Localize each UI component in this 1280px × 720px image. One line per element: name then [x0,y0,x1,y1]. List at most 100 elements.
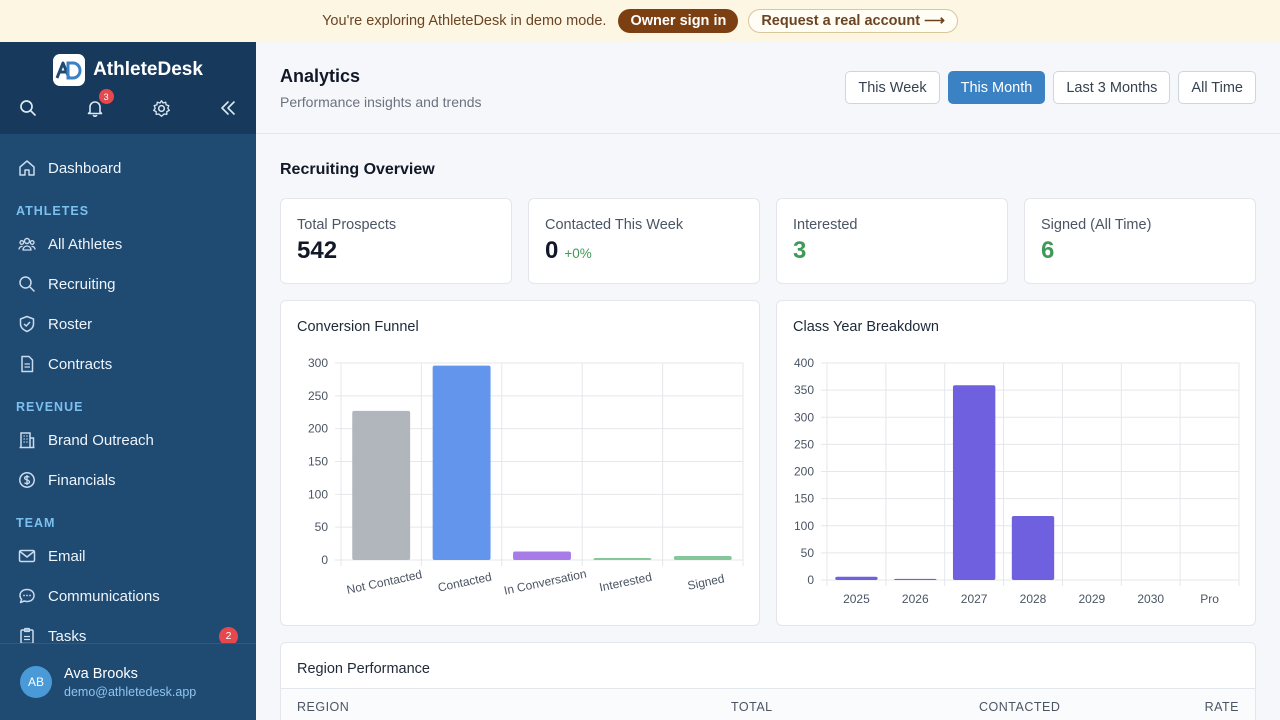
sidebar-section-athletes: ATHLETES [16,204,90,218]
user-name: Ava Brooks [64,665,138,682]
chart-title: Class Year Breakdown [793,319,939,335]
stat-value: 3 [793,237,807,264]
class-year-chart: 0 50 100 150 200 250 300 350 400 2025 2026 2027 2028… [794,356,1240,606]
sidebar-item-label: Roster [48,315,93,333]
page-subtitle: Performance insights and trends [280,94,482,110]
page-title: Analytics [280,66,361,86]
sidebar-section-revenue: REVENUE [16,400,84,414]
sidebar-item-financials[interactable]: Financials [0,460,256,500]
sidebar-item-label: Dashboard [48,159,122,177]
notification-badge: 3 [98,89,114,104]
range-all-time-button[interactable]: All Time [1178,71,1256,104]
bell-icon[interactable]: 3 [85,89,114,118]
sidebar-tools: 3 [0,89,256,126]
sidebar-item-communications[interactable]: Communications [0,576,256,616]
bar[interactable] [673,556,732,560]
bar[interactable] [1011,515,1055,580]
sidebar-item-label: All Athletes [48,235,123,253]
request-account-button[interactable]: Request a real account ⟶ [748,9,958,33]
region-table-header: REGION TOTAL CONTACTED RATE [281,688,1255,720]
x-tick-label: 2027 [961,592,988,606]
range-this-week-button[interactable]: This Week [845,71,940,104]
sidebar-item-all-athletes[interactable]: All Athletes [0,224,256,264]
x-tick-label: 2030 [1137,592,1164,606]
x-tick-label: Contacted [437,570,493,595]
stat-cards: Total Prospects 542 Contacted This Week … [280,198,1256,284]
stat-value: 6 [1041,237,1055,264]
region-performance-card: Region Performance REGION TOTAL CONTACTE… [280,642,1256,720]
range-this-month-button[interactable]: This Month [947,71,1046,104]
y-tick-label: 400 [794,356,814,370]
search-icon[interactable] [18,98,38,118]
sidebar-item-email[interactable]: Email [0,536,256,576]
document-icon [21,355,34,373]
stat-value: 0 [545,237,559,264]
stat-value: 542 [297,237,338,264]
stat-label: Signed (All Time) [1041,217,1152,233]
building-icon [19,432,35,449]
bar[interactable] [352,410,411,560]
shield-icon [19,315,35,333]
range-last-3-months-button[interactable]: Last 3 Months [1053,71,1171,104]
stat-card-contacted-this-week: Contacted This Week 0 +0% [528,198,760,284]
sidebar-item-label: Tasks [48,627,87,645]
column-header-contacted[interactable]: CONTACTED [979,700,1061,714]
conversion-funnel-chart: 0 50 100 150 200 250 300 Not Contacted Contacted… [308,356,744,598]
chart-grid [821,362,1240,586]
y-tick-label: 200 [308,422,328,436]
owner-sign-in-button[interactable]: Owner sign in [618,9,739,33]
y-tick-label: 150 [308,455,328,469]
dollar-icon [19,472,35,488]
user-profile[interactable]: AB Ava Brooks demo@athletedesk.app [0,643,256,720]
page-header: Analytics Performance insights and trend… [256,42,1280,134]
brand-name: AthleteDesk [93,59,203,80]
stat-delta: +0% [564,246,592,261]
column-header-rate[interactable]: RATE [1204,700,1239,714]
x-tick-label: 2025 [843,592,870,606]
region-performance-title: Region Performance [297,661,430,677]
sidebar: AthleteDesk 3 Dashboard ATHLETES [0,42,256,720]
y-tick-label: 250 [308,389,328,403]
sidebar-item-dashboard[interactable]: Dashboard [0,148,256,188]
search-icon [19,276,35,292]
avatar: AB [20,666,52,698]
sidebar-item-label: Communications [48,587,160,605]
collapse-sidebar-icon[interactable] [218,98,238,118]
stat-label: Total Prospects [297,217,397,233]
stat-card-signed: Signed (All Time) 6 [1024,198,1256,284]
stat-label: Contacted This Week [545,217,684,233]
x-tick-label: In Conversation [503,567,588,598]
bar[interactable] [432,365,491,560]
sidebar-item-brand-outreach[interactable]: Brand Outreach [0,420,256,460]
bar[interactable] [894,578,937,580]
y-tick-label: 100 [794,519,814,533]
y-tick-label: 100 [308,487,328,501]
sidebar-item-label: Email [48,547,86,565]
x-tick-label: 2026 [902,592,929,606]
bar[interactable] [835,576,878,580]
gear-icon[interactable] [151,98,171,118]
y-tick-label: 350 [794,383,814,397]
column-header-total[interactable]: TOTAL [731,700,773,714]
stat-value-row: 0 +0% [545,237,743,265]
sidebar-item-roster[interactable]: Roster [0,304,256,344]
users-icon [18,237,36,251]
brand-logo-icon [53,54,86,86]
sidebar-item-recruiting[interactable]: Recruiting [0,264,256,304]
sidebar-item-contracts[interactable]: Contracts [0,344,256,384]
sidebar-item-tasks[interactable]: Tasks 2 [0,616,256,656]
date-range-selector: This Week This Month Last 3 Months All T… [845,71,1256,104]
sidebar-header: AthleteDesk 3 [0,42,256,134]
bar[interactable] [513,551,571,560]
brand[interactable]: AthleteDesk [0,42,256,90]
sidebar-nav: Dashboard ATHLETES All Athletes Recruiti… [0,134,256,656]
bar[interactable] [952,385,996,580]
x-tick-label: Signed [686,571,725,592]
x-tick-label: 2028 [1020,592,1047,606]
home-icon [19,160,35,176]
column-header-region[interactable]: REGION [297,700,350,714]
bar[interactable] [593,558,652,560]
chat-icon [19,588,35,604]
y-tick-label: 250 [794,437,814,451]
chart-title: Conversion Funnel [297,319,419,335]
